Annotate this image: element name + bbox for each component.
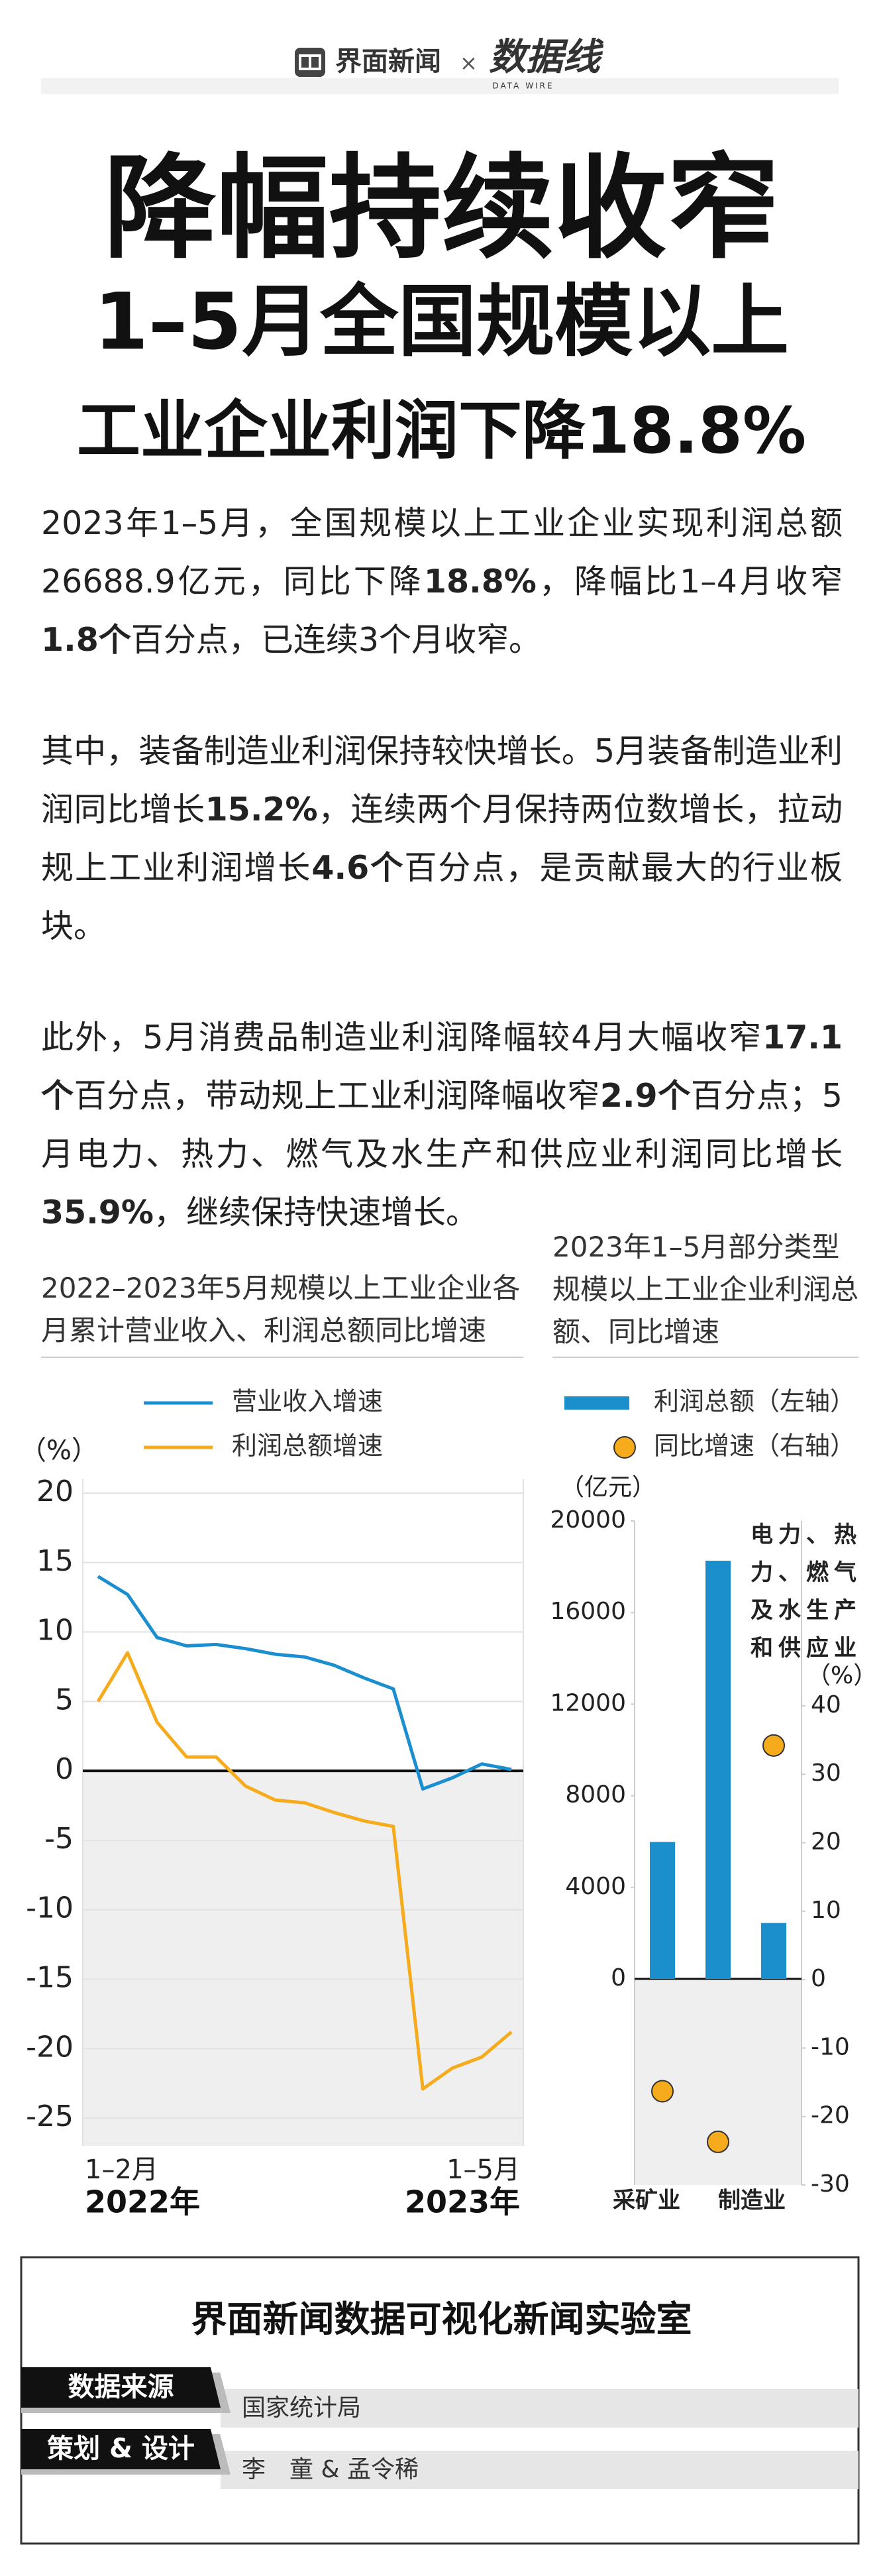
row-band — [221, 2451, 858, 2489]
text-run: 百分点，是贡献最大的行业板块。 — [41, 849, 843, 945]
growth-dot — [651, 2080, 674, 2103]
y-tick-label: 16000 — [550, 1598, 626, 1625]
x-tick-label: 制造业 — [718, 2188, 786, 2214]
brand-icon — [295, 48, 325, 77]
y-tick-label: 0 — [611, 1964, 626, 1991]
bar — [761, 1923, 786, 1980]
row-value: 国家统计局 — [242, 2394, 362, 2422]
text-run: 4.6个 — [311, 849, 405, 887]
x-tick-label: 1–5月 — [446, 2155, 520, 2185]
y-tick-label: 10 — [36, 1614, 74, 1648]
headline: 1–5月全国规模以上 — [93, 276, 790, 367]
text-run: 1.8个 — [41, 621, 131, 659]
text-run: ，降幅比1–4月收窄 — [536, 563, 843, 600]
y-tick-label: 20000 — [550, 1506, 626, 1534]
legend-label: 营业收入增速 — [232, 1387, 383, 1416]
x-group-label: 2022年 — [85, 2184, 200, 2220]
row-label: 策划 & 设计 — [21, 2429, 221, 2469]
legend-label: 利润总额增速 — [232, 1431, 383, 1461]
series-line — [97, 1575, 512, 1791]
text-run: 15.2% — [205, 791, 318, 828]
row-label: 数据来源 — [21, 2367, 221, 2408]
y-tick-label: -15 — [26, 1961, 74, 1995]
y-tick-label: 4000 — [565, 1873, 626, 1900]
x-tick-label: 1–2月 — [85, 2155, 158, 2185]
growth-dot — [707, 2130, 729, 2153]
separator: × — [460, 50, 478, 76]
y-tick-label: 5 — [55, 1683, 74, 1716]
footer-title: 界面新闻数据可视化新闻实验室 — [191, 2298, 692, 2340]
y-tick-label: -25 — [26, 2100, 74, 2133]
paragraph: 此外，5月消费品制造业利润降幅较4月大幅收窄17.1个百分点，带动规上工业利润降… — [41, 1009, 843, 1242]
y2-tick-label: -20 — [811, 2102, 850, 2129]
text-run: 百分点，已连续3个月收窄。 — [130, 621, 541, 659]
bar — [650, 1842, 675, 1980]
text-run: 2.9个 — [599, 1077, 691, 1115]
y-tick-label: 0 — [55, 1752, 74, 1786]
y2-tick-label: 30 — [811, 1760, 841, 1787]
headline: 降幅持续收窄 — [103, 143, 780, 274]
paragraph: 2023年1–5月，全国规模以上工业企业实现利润总额26688.9亿元，同比下降… — [41, 494, 843, 669]
growth-dot — [762, 1734, 785, 1757]
y2-tick-label: -10 — [811, 2033, 850, 2060]
text-run: ，连续两个月保持两位数增长，拉动规上工业利润增长 — [41, 791, 843, 887]
y2-tick-label: 40 — [811, 1691, 841, 1718]
y-axis-label: （%） — [20, 1435, 98, 1466]
row-band — [221, 2389, 858, 2428]
y-axis-label: （亿元） — [560, 1474, 656, 1501]
y-tick-label: -10 — [26, 1891, 74, 1925]
y-tick-label: 8000 — [565, 1781, 626, 1809]
y-tick-label: 20 — [36, 1475, 74, 1508]
y2-tick-label: 10 — [811, 1897, 841, 1924]
legend-swatch — [564, 1396, 629, 1410]
y-tick-label: 12000 — [550, 1689, 626, 1716]
text-run: 17.1个 — [41, 1019, 843, 1115]
partner: 数据线 — [489, 36, 604, 79]
row-value: 李 童 & 孟令稀 — [242, 2456, 419, 2483]
headline: 工业企业利润下降18.8% — [76, 394, 807, 468]
y-tick-label: -20 — [26, 2030, 74, 2064]
y-tick-label: 15 — [36, 1544, 74, 1578]
y2-axis-label: （%） — [807, 1662, 877, 1689]
legend-label: 同比增速（右轴） — [654, 1431, 855, 1461]
body-text: 2023年1–5月，全国规模以上工业企业实现利润总额26688.9亿元，同比下降… — [41, 494, 843, 1295]
text-run: ，继续保持快速增长。 — [154, 1194, 479, 1231]
text-run: 此外，5月消费品制造业利润降幅较4月大幅收窄 — [41, 1019, 763, 1056]
chart-title: 2023年1–5月部分类型规模以上工业企业利润总额、同比增速 — [552, 1231, 859, 1348]
legend-label: 利润总额（左轴） — [654, 1387, 855, 1416]
x-group-label: 2023年 — [405, 2184, 520, 2220]
negative-area — [83, 1771, 523, 2146]
y2-tick-label: 0 — [811, 1965, 826, 1992]
series-line — [96, 1651, 513, 2091]
chart-title: 2022–2023年5月规模以上工业企业各月累计营业收入、利润总额同比增速 — [41, 1272, 521, 1347]
y-tick-label: -5 — [44, 1822, 74, 1856]
text-run: 百分点；5月电力、热力、燃气及水生产和供应业利润同比增长 — [41, 1077, 843, 1173]
category-label: 电力、热力、燃气及水生产和供应业 — [751, 1522, 862, 1661]
header-strip — [41, 78, 839, 94]
text-run: 18.8% — [423, 563, 537, 600]
x-tick-label: 采矿业 — [613, 2188, 680, 2214]
legend-swatch — [613, 1436, 636, 1459]
y2-tick-label: -30 — [811, 2170, 850, 2198]
y2-tick-label: 20 — [811, 1828, 841, 1856]
paragraph: 其中，装备制造业利润保持较快增长。5月装备制造业利润同比增长15.2%，连续两个… — [41, 722, 843, 956]
text-run: 35.9% — [41, 1194, 154, 1231]
bar — [705, 1560, 731, 1980]
text-run: 其中，装备制造业利润保持较快增长。5月装备制造业利润同比增长 — [41, 732, 843, 828]
brand: 界面新闻 — [335, 46, 441, 77]
partner-sub: DATA WIRE — [492, 82, 554, 91]
text-run: 2023年1–5月，全国规模以上工业企业实现利润总额26688.9亿元，同比下降 — [41, 504, 843, 600]
text-run: 百分点，带动规上工业利润降幅收窄 — [74, 1077, 600, 1115]
